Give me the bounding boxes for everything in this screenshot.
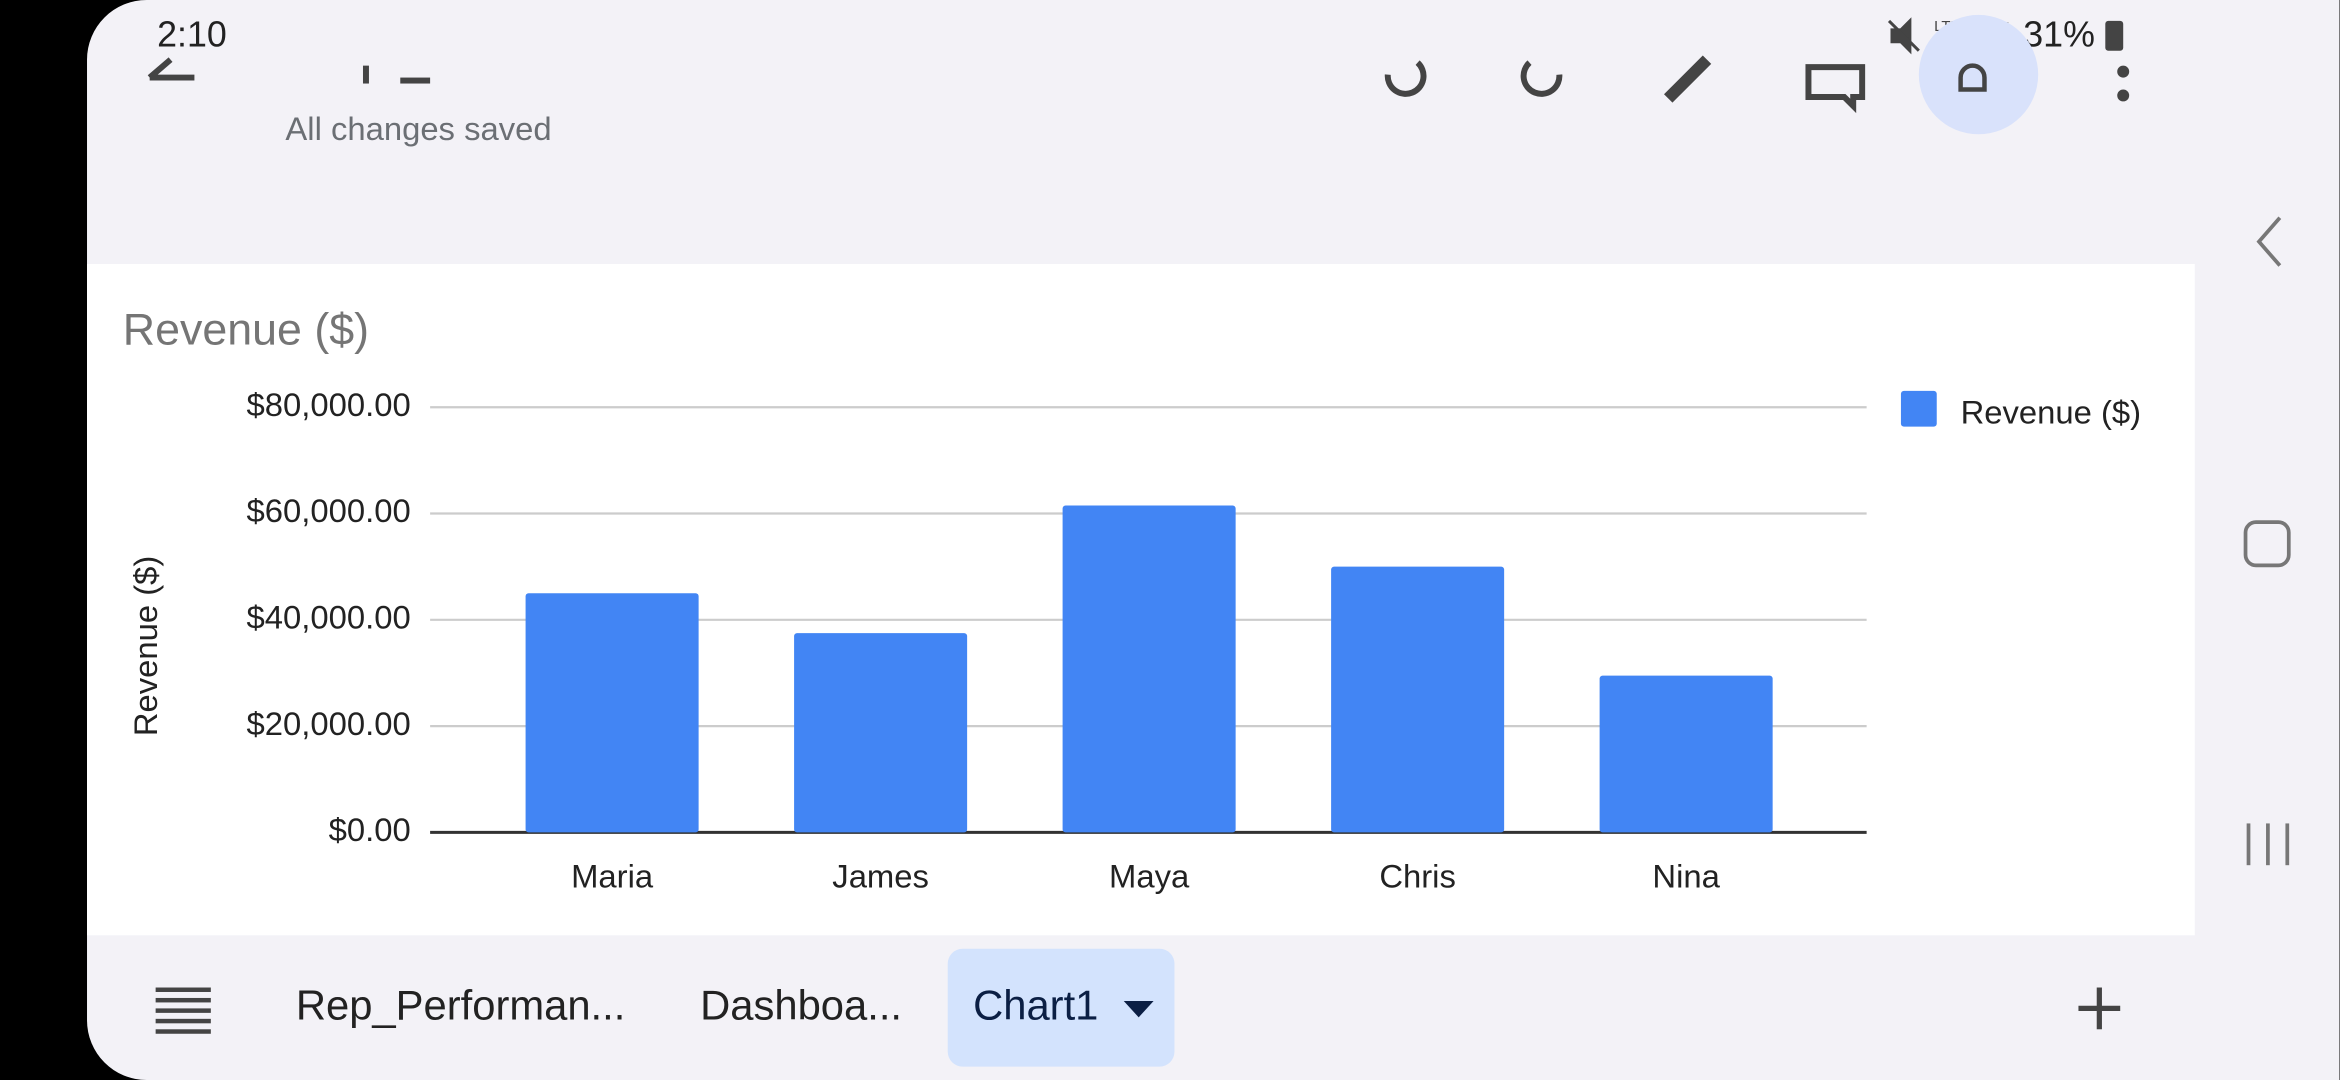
title-fragment xyxy=(400,77,431,84)
y-axis-label: Revenue ($) xyxy=(127,556,164,736)
sheet-tab[interactable]: Dashboa... xyxy=(700,981,902,1028)
x-tick-label: Nina xyxy=(1652,857,1720,894)
add-sheet[interactable] xyxy=(2078,987,2121,1030)
bar xyxy=(1599,675,1773,833)
mute-icon xyxy=(1887,17,1920,55)
y-tick-label: $20,000.00 xyxy=(247,705,411,742)
x-tick-label: Chris xyxy=(1379,857,1456,894)
nav-home[interactable] xyxy=(2243,520,2291,568)
active-tab-bg[interactable] xyxy=(947,948,1175,1067)
sheets-menu[interactable] xyxy=(155,987,211,1034)
bar xyxy=(794,633,968,833)
share-icon xyxy=(1958,63,1987,92)
legend-swatch xyxy=(1900,390,1937,427)
tab-dropdown[interactable] xyxy=(1123,1000,1154,1018)
status-time: 2:10 xyxy=(157,15,227,55)
share-button[interactable] xyxy=(1918,14,2039,135)
x-tick-label: James xyxy=(832,857,929,894)
x-tick-label: Maria xyxy=(571,857,654,894)
sheet-tab-active[interactable]: Chart1 xyxy=(973,981,1098,1028)
more-button[interactable] xyxy=(2117,65,2130,102)
chart-title: Revenue ($) xyxy=(123,304,369,354)
sheet-tab[interactable]: Rep_Performan... xyxy=(296,981,626,1028)
bar xyxy=(1331,566,1505,833)
y-tick-label: $40,000.00 xyxy=(247,598,411,635)
y-tick-label: $0.00 xyxy=(329,811,411,848)
comment-button[interactable] xyxy=(1805,64,1866,114)
y-tick-label: $80,000.00 xyxy=(247,386,411,423)
x-tick-label: Maya xyxy=(1109,857,1190,894)
bar xyxy=(1062,505,1236,833)
battery-icon xyxy=(2105,20,2124,51)
title-fragment xyxy=(362,65,369,84)
back-button[interactable] xyxy=(147,57,195,81)
nav-recents[interactable] xyxy=(2246,823,2290,866)
legend-label: Revenue ($) xyxy=(1961,393,2141,430)
battery-percent: 31% xyxy=(2023,15,2095,55)
bar xyxy=(525,593,699,833)
redo-button[interactable] xyxy=(1520,60,1563,97)
undo-button[interactable] xyxy=(1384,60,1427,97)
nav-collapse[interactable] xyxy=(2256,216,2282,267)
y-tick-label: $60,000.00 xyxy=(247,492,411,529)
save-status: All changes saved xyxy=(285,110,551,147)
plot-area: $0.00 $20,000.00 $40,000.00 $60,000.00 $80,0… xyxy=(247,386,2142,894)
edit-button[interactable] xyxy=(1664,55,1712,103)
